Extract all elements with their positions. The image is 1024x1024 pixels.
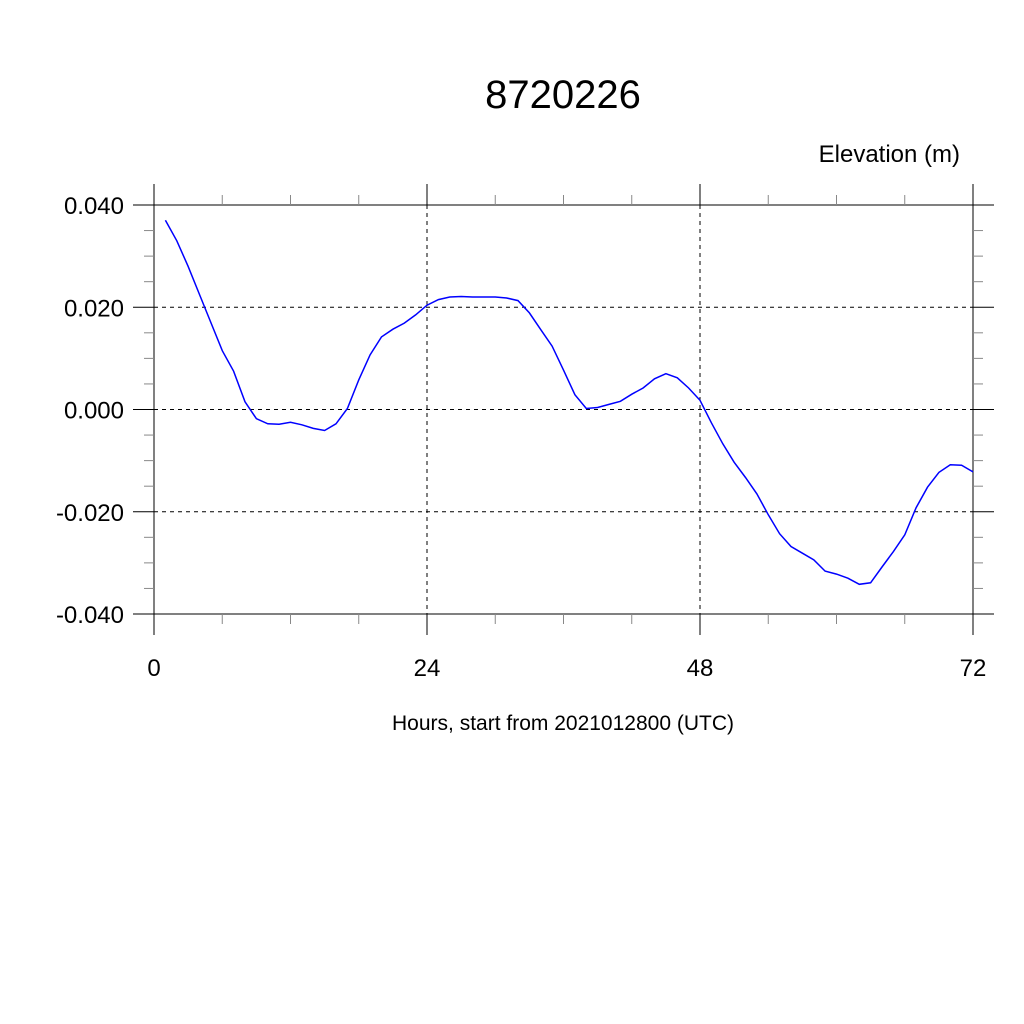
- tick-labels: 0 24 48 72 0.040 0.020 0.000 -0.020 -0.040: [56, 193, 986, 682]
- axes: [133, 184, 994, 635]
- y-tick-label: 0.040: [64, 193, 124, 220]
- y-tick-label: 0.020: [64, 295, 124, 322]
- x-tick-label: 0: [147, 655, 160, 682]
- grid: [154, 204, 973, 615]
- y-tick-label: -0.040: [56, 602, 124, 629]
- y-axis-label: Elevation (m): [819, 141, 960, 168]
- series-line: [164, 219, 974, 586]
- y-tick-label: 0.000: [64, 398, 124, 425]
- x-tick-label: 72: [960, 655, 987, 682]
- chart-title: 8720226: [485, 73, 641, 117]
- x-axis-label: Hours, start from 2021012800 (UTC): [392, 712, 734, 735]
- x-tick-label: 48: [687, 655, 714, 682]
- y-tick-label: -0.020: [56, 500, 124, 527]
- x-tick-label: 24: [414, 655, 441, 682]
